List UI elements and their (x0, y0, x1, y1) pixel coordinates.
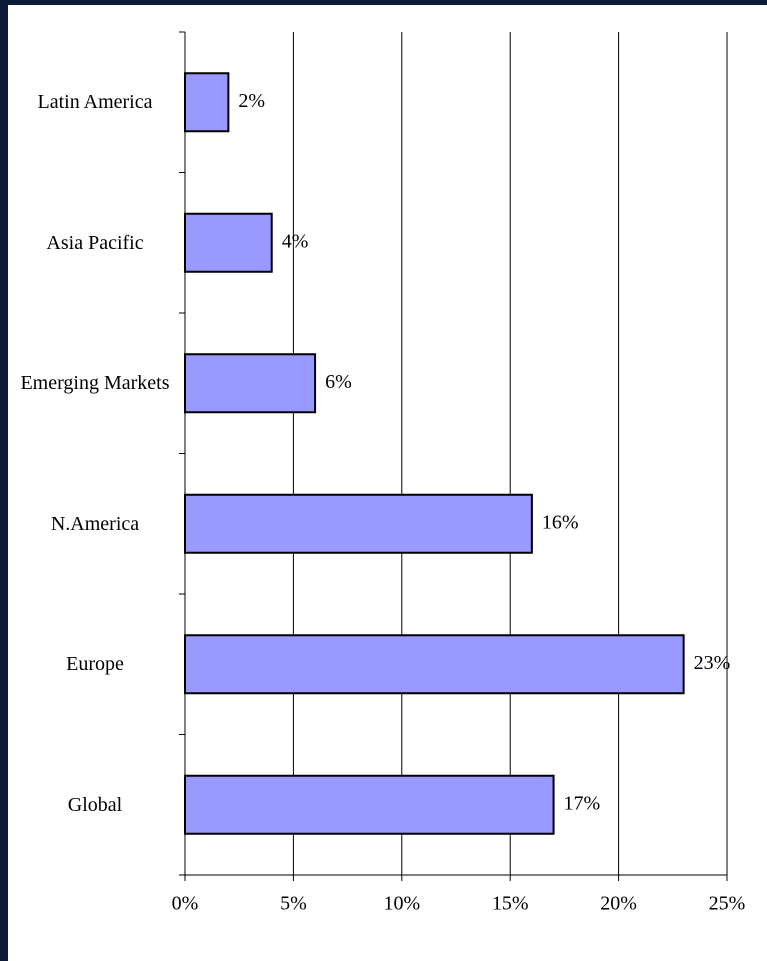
x-tick-label: 10% (383, 893, 420, 915)
y-tick-label: Latin America (37, 91, 153, 114)
bar (184, 774, 555, 835)
data-label: 23% (694, 652, 731, 674)
x-tick-label: 15% (492, 893, 529, 915)
x-tick-label: 20% (600, 893, 637, 915)
bar (184, 493, 533, 554)
x-tick-label: 25% (709, 893, 746, 915)
y-tick-label: Europe (66, 653, 124, 676)
y-tick-label: Emerging Markets (20, 372, 170, 395)
y-tick-label: N.America (50, 512, 140, 535)
y-tick-label: Asia Pacific (46, 231, 144, 254)
data-label: 4% (282, 230, 309, 252)
bar (184, 72, 230, 133)
bar (184, 212, 273, 273)
x-tick-label: 0% (172, 893, 199, 915)
y-tick-label: Global (67, 793, 123, 816)
chart: 0% 5% 10% 15% 20% 25% 2% 4% 6% 16% 23% 17% (172, 31, 746, 915)
x-tick-label: 5% (280, 893, 307, 915)
data-label: 16% (542, 511, 579, 533)
data-label: 17% (564, 792, 601, 814)
data-label: 2% (238, 90, 265, 112)
bar (184, 353, 317, 414)
data-label: 6% (325, 371, 352, 393)
bar (184, 634, 685, 695)
chart-panel: 0% 5% 10% 15% 20% 25% 2% 4% 6% 16% 23% 17% Latin Am… (8, 5, 767, 961)
